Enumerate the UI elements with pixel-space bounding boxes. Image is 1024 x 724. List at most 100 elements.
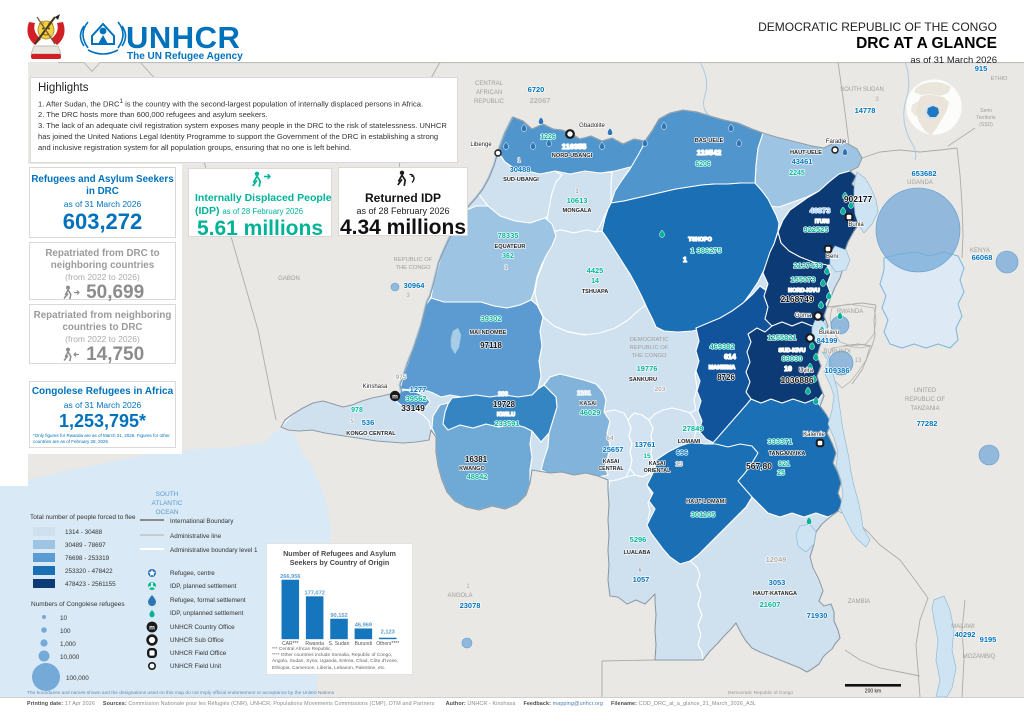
svg-text:SOUTH SUDAN: SOUTH SUDAN xyxy=(840,87,884,93)
svg-text:48842: 48842 xyxy=(467,472,488,481)
svg-text:100: 100 xyxy=(60,628,71,635)
svg-text:Bunia: Bunia xyxy=(848,222,864,228)
svg-text:MONGALA: MONGALA xyxy=(563,208,592,214)
svg-text:19728: 19728 xyxy=(493,400,516,409)
svg-text:Semi: Semi xyxy=(980,108,991,114)
svg-text:469382: 469382 xyxy=(709,342,734,351)
svg-text:1255821: 1255821 xyxy=(767,333,796,342)
svg-text:109386: 109386 xyxy=(824,366,849,375)
svg-text:25657: 25657 xyxy=(603,445,624,454)
svg-text:Kinshasa: Kinshasa xyxy=(363,384,388,390)
svg-text:1: 1 xyxy=(683,257,687,264)
svg-text:TSHUAPA: TSHUAPA xyxy=(582,289,609,295)
svg-text:77282: 77282 xyxy=(917,419,938,428)
svg-text:119542: 119542 xyxy=(697,148,722,157)
svg-text:5: 5 xyxy=(350,419,354,425)
svg-text:GABON: GABON xyxy=(278,276,300,282)
svg-text:19776: 19776 xyxy=(637,364,658,373)
svg-text:The boundaries and names shown: The boundaries and names shown and the d… xyxy=(27,690,335,696)
svg-text:ITURI: ITURI xyxy=(815,219,830,225)
svg-text:233591: 233591 xyxy=(494,419,519,428)
svg-text:BAS-UELE: BAS-UELE xyxy=(695,138,724,144)
svg-text:10: 10 xyxy=(784,366,792,373)
svg-text:UNHCR: UNHCR xyxy=(126,20,240,55)
svg-text:ORIENTAL: ORIENTAL xyxy=(644,468,671,474)
svg-text:5296: 5296 xyxy=(630,535,647,544)
svg-text:LUALABA: LUALABA xyxy=(623,550,650,556)
svg-text:10613: 10613 xyxy=(567,196,588,205)
svg-text:HAUT-UELE: HAUT-UELE xyxy=(790,150,822,156)
svg-text:696: 696 xyxy=(676,450,688,457)
svg-text:THE CONGO: THE CONGO xyxy=(631,353,667,359)
svg-text:IDP, unplanned settlement: IDP, unplanned settlement xyxy=(170,610,244,617)
svg-text:3: 3 xyxy=(875,97,879,103)
svg-text:AFRICAN: AFRICAN xyxy=(476,90,502,96)
svg-text:HAUT-LOMAMI: HAUT-LOMAMI xyxy=(686,499,726,505)
svg-text:22067: 22067 xyxy=(530,96,551,105)
svg-text:253320 - 478422: 253320 - 478422 xyxy=(65,568,113,575)
svg-text:90,152: 90,152 xyxy=(330,612,347,618)
svg-text:66068: 66068 xyxy=(972,253,993,262)
svg-text:653682: 653682 xyxy=(911,169,936,178)
svg-text:14: 14 xyxy=(591,278,599,285)
svg-text:2245: 2245 xyxy=(789,170,805,177)
svg-text:915: 915 xyxy=(975,64,988,73)
svg-text:362: 362 xyxy=(502,253,514,260)
svg-text:13761: 13761 xyxy=(635,440,656,449)
svg-text:1,000: 1,000 xyxy=(60,641,76,648)
svg-text:Uvira: Uvira xyxy=(799,368,814,374)
svg-text:ANGOLA: ANGOLA xyxy=(447,593,472,599)
svg-text:76698 - 253319: 76698 - 253319 xyxy=(65,555,110,562)
svg-text:922525: 922525 xyxy=(803,225,828,234)
svg-text:KONGO CENTRAL: KONGO CENTRAL xyxy=(346,431,396,437)
svg-text:UGANDA: UGANDA xyxy=(907,180,933,186)
svg-text:6: 6 xyxy=(638,568,642,574)
svg-text:1036886: 1036886 xyxy=(780,375,813,385)
svg-text:SUD-KIVU: SUD-KIVU xyxy=(778,348,805,354)
svg-text:CENTRAL: CENTRAL xyxy=(475,81,504,87)
svg-text:286: 286 xyxy=(498,392,509,398)
svg-text:821: 821 xyxy=(778,461,790,468)
svg-text:KASAI: KASAI xyxy=(649,461,666,467)
svg-text:203: 203 xyxy=(655,386,666,393)
svg-text:13: 13 xyxy=(675,461,683,468)
svg-text:BURUNDI: BURUNDI xyxy=(823,349,851,355)
svg-text:40292: 40292 xyxy=(955,630,976,639)
svg-text:(SSD): (SSD) xyxy=(979,122,993,128)
svg-text:UNHCR Field Office: UNHCR Field Office xyxy=(170,650,227,657)
svg-text:NORD-KIVU: NORD-KIVU xyxy=(788,288,820,294)
svg-text:REPUBLIC OF: REPUBLIC OF xyxy=(905,397,945,403)
svg-text:200 km: 200 km xyxy=(865,689,881,695)
svg-text:m: m xyxy=(392,393,398,400)
svg-text:1: 1 xyxy=(504,265,508,271)
svg-text:UNHCR Sub Office: UNHCR Sub Office xyxy=(170,637,224,644)
svg-text:KASAI: KASAI xyxy=(603,459,620,465)
svg-text:Faradje: Faradje xyxy=(826,139,847,145)
svg-text:3: 3 xyxy=(406,293,410,299)
svg-text:CENTRAL: CENTRAL xyxy=(598,466,624,472)
svg-text:478423 - 2561155: 478423 - 2561155 xyxy=(65,581,116,588)
svg-text:177,072: 177,072 xyxy=(304,590,324,596)
svg-text:64: 64 xyxy=(606,435,614,442)
svg-text:KASAI: KASAI xyxy=(579,401,597,407)
svg-text:1: 1 xyxy=(517,158,521,164)
svg-text:MOZAMBIQ: MOZAMBIQ xyxy=(963,654,996,660)
svg-text:27849: 27849 xyxy=(683,424,704,433)
svg-text:301105: 301105 xyxy=(691,510,716,519)
svg-text:IDP, planned settlement: IDP, planned settlement xyxy=(170,583,237,590)
svg-text:78335: 78335 xyxy=(498,231,519,240)
svg-text:3053: 3053 xyxy=(769,578,786,587)
svg-text:9195: 9195 xyxy=(980,635,997,644)
svg-text:23078: 23078 xyxy=(460,601,481,610)
svg-text:International Boundary: International Boundary xyxy=(170,518,234,525)
svg-text:536: 536 xyxy=(362,418,375,427)
svg-text:71930: 71930 xyxy=(807,611,828,620)
svg-text:1226: 1226 xyxy=(540,134,556,141)
svg-text:266,956: 266,956 xyxy=(280,574,300,580)
svg-text:Bukavu: Bukavu xyxy=(819,330,839,336)
svg-text:116355: 116355 xyxy=(562,142,587,151)
svg-text:HAUT-KATANGA: HAUT-KATANGA xyxy=(753,591,797,597)
svg-text:MAI-NDOMBE: MAI-NDOMBE xyxy=(470,330,507,336)
svg-text:155073: 155073 xyxy=(790,275,815,284)
svg-text:Kalemie: Kalemie xyxy=(803,432,825,438)
